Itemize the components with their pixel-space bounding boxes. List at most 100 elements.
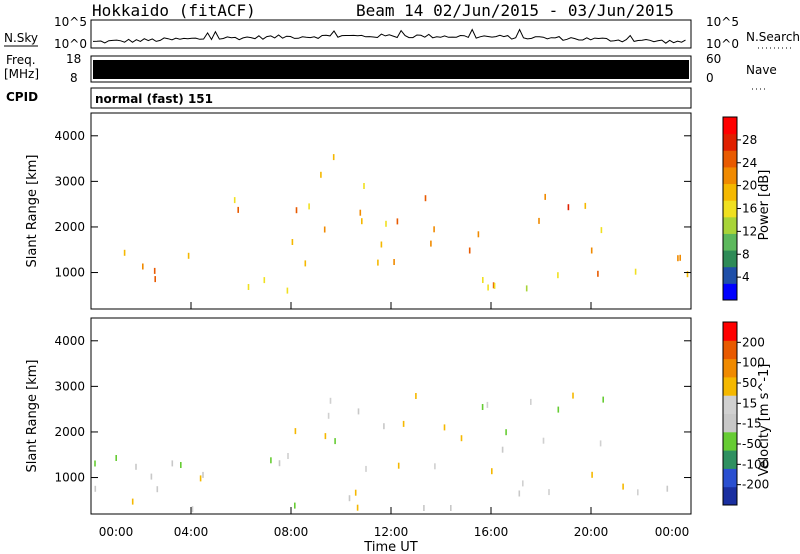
colorbar-tick-label: 4 (742, 270, 750, 284)
echo-cell-band-1 (505, 429, 507, 436)
echo-cell-band-0 (153, 267, 156, 274)
echo-cell-band-2 (332, 154, 335, 161)
y-tick-label: 3000 (54, 379, 85, 393)
power-colorbar-label: Power [dB] (757, 170, 772, 241)
echo-cell-band-1 (477, 231, 480, 238)
echo-cell-band-1 (433, 226, 435, 233)
echo-cell-band-0 (557, 272, 559, 279)
echo-cell-band-0 (354, 489, 357, 496)
y-tick-label: 3000 (54, 174, 85, 188)
colorbar-segment (723, 200, 737, 218)
power-echo-layer (123, 154, 689, 294)
echo-cell-band-0 (270, 457, 272, 464)
colorbar-segment (723, 266, 737, 284)
cpid-frame (90, 87, 692, 109)
echo-cell-band-0 (247, 284, 250, 290)
nsky-frame (90, 19, 692, 49)
nsky-tick-bottom-left: 10^0 (54, 37, 87, 51)
freq-strip: Freq. [MHz] 18 8 60 0 Nave (4, 52, 777, 90)
colorbar-tick-label: 200 (742, 335, 765, 349)
echo-cell-band-1 (501, 446, 504, 453)
cpid-label: CPID (6, 90, 38, 104)
echo-cell-band-1 (424, 195, 427, 202)
nave-tick-bottom: 0 (706, 71, 714, 85)
velocity-frame (90, 317, 692, 515)
echo-cell-band-2 (363, 183, 365, 189)
colorbar-segment (723, 486, 737, 506)
echo-cell-band-0 (423, 505, 425, 511)
echo-cell-band-0 (482, 277, 484, 283)
y-tick-label: 4000 (54, 129, 85, 143)
echo-cell-band-1 (538, 217, 540, 224)
colorbar-tick-label: -100 (742, 457, 769, 471)
freq-tick-top: 18 (66, 52, 81, 66)
colorbar-tick-label: -50 (742, 437, 762, 451)
echo-cell-band-0 (434, 463, 436, 470)
colorbar-segment (723, 150, 737, 168)
echo-cell-band-0 (677, 255, 679, 262)
echo-cell-band-0 (135, 463, 137, 470)
colorbar-tick-label: 24 (742, 156, 757, 170)
echo-cell-band-1 (544, 193, 546, 200)
echo-cell-band-2 (320, 171, 322, 178)
echo-cell-band-0 (493, 282, 496, 289)
echo-cell-band-0 (666, 485, 669, 492)
echo-cell-band-0 (468, 247, 471, 254)
echo-cell-band-1 (584, 202, 587, 209)
colorbar-tick-label: -200 (742, 478, 769, 492)
x-tick-label: 16:00 (474, 525, 509, 539)
colorbar-tick-label: 16 (742, 202, 757, 216)
echo-cell-band-1 (567, 204, 570, 211)
echo-cell-band-0 (492, 282, 495, 289)
colorbar-segment (723, 322, 737, 341)
echo-cell-band-0 (202, 471, 204, 478)
x-tick-label: 12:00 (374, 525, 409, 539)
echo-cell-band-1 (486, 401, 489, 408)
x-tick-label: 08:00 (274, 525, 309, 539)
y-tick-label: 4000 (54, 334, 85, 348)
nave-tick-top: 60 (706, 52, 721, 66)
freq-frame (90, 55, 692, 83)
cpid-text: normal (fast) 151 (95, 92, 213, 106)
colorbar-segment (723, 216, 737, 234)
echo-cell-band-0 (94, 460, 96, 467)
x-tick-label: 00:00 (655, 525, 690, 539)
echo-cell-band-1 (308, 203, 310, 210)
echo-cell-band-1 (443, 424, 446, 431)
echo-cell-band-1 (460, 435, 463, 442)
echo-cell-band-0 (450, 505, 452, 511)
echo-cell-band-0 (679, 254, 681, 261)
echo-cell-band-0 (518, 490, 521, 497)
nave-label: Nave (746, 63, 777, 77)
y-tick-label: 2000 (54, 425, 85, 439)
echo-cell-band-0 (622, 483, 624, 490)
echo-cell-band-1 (361, 218, 363, 225)
echo-cell-band-0 (393, 259, 395, 265)
nsky-tick-top-right: 10^5 (706, 15, 739, 29)
y-tick-label: 1000 (54, 266, 85, 280)
echo-cell-band-1 (359, 209, 362, 216)
echo-cell-band-1 (327, 412, 330, 419)
echo-cell-band-0 (634, 268, 637, 275)
echo-cell-band-0 (199, 475, 202, 482)
colorbar-segment (723, 376, 737, 396)
colorbar-segment (723, 283, 737, 301)
echo-cell-band-0 (686, 271, 689, 278)
beam-date-title: Beam 14 02/Jun/2015 - 03/Jun/2015 (356, 1, 674, 20)
echo-cell-band-0 (115, 455, 117, 461)
echo-cell-band-1 (530, 398, 532, 405)
colorbar-tick-label: 50 (742, 376, 757, 390)
freq-fill (93, 60, 689, 79)
colorbar-segment (723, 450, 737, 469)
echo-cell-band-0 (278, 460, 281, 467)
echo-cell-band-0 (187, 252, 190, 259)
echo-cell-band-1 (430, 240, 432, 247)
nsky-label: N.Sky (4, 31, 38, 45)
colorbar-segment (723, 117, 737, 135)
power-frame (90, 112, 692, 310)
echo-cell-band-0 (365, 465, 367, 472)
colorbar-segment (723, 250, 737, 268)
x-tick-label: 20:00 (574, 525, 609, 539)
echo-cell-band-0 (348, 495, 351, 502)
echo-cell-band-0 (142, 263, 144, 270)
